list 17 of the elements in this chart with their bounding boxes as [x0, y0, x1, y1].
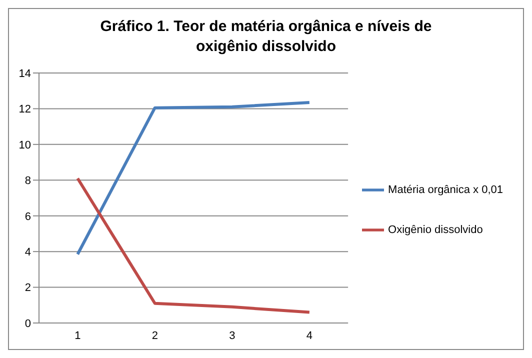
y-tick-label: 4 — [24, 246, 31, 258]
y-tick-label: 10 — [18, 139, 31, 152]
chart-title: Gráfico 1. Teor de matéria orgânica e níveis de oxigênio dissolvido — [99, 17, 433, 57]
y-tick-label: 12 — [18, 104, 31, 116]
x-tick-label: 2 — [152, 330, 158, 342]
legend-label: Matéria orgânica x 0,01 — [388, 184, 503, 196]
y-tick-label: 6 — [24, 210, 31, 223]
y-tick-label: 0 — [24, 318, 31, 330]
y-tick-label: 14 — [18, 68, 31, 80]
line-series — [76, 176, 311, 314]
legend-label: Oxigênio dissolvido — [388, 224, 483, 236]
x-tick-label: 4 — [306, 330, 312, 342]
y-tick-label: 2 — [24, 282, 31, 294]
y-tick-label: 8 — [24, 175, 31, 188]
x-tick-label: 1 — [74, 330, 81, 342]
x-tick-label: 3 — [229, 330, 236, 342]
line-series — [76, 100, 311, 256]
